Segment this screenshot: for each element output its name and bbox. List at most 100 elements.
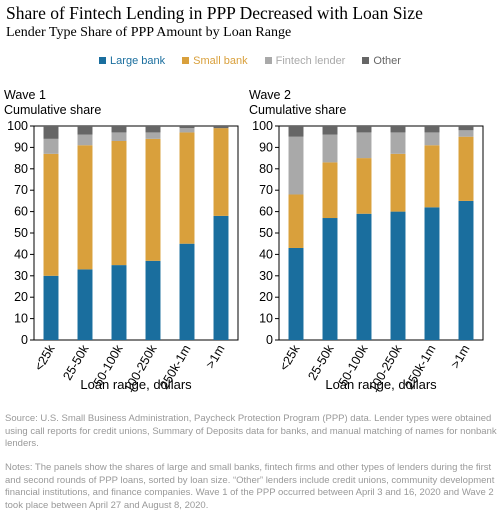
bar-large-bank-50-100k — [356, 213, 372, 340]
bar-small-bank-50-100k — [356, 158, 372, 214]
x-tick-label: <25k — [277, 342, 303, 373]
legend-item-other: Other — [362, 53, 401, 69]
bar-fintech-lender-50-100k — [356, 132, 372, 159]
bar-large-bank-25k — [43, 275, 59, 340]
y-tick-label: 20 — [259, 290, 273, 304]
panel-title: Wave 1 — [4, 88, 46, 102]
bar-other-25-50k — [322, 126, 338, 135]
source-note: Source: U.S. Small Business Administrati… — [5, 413, 497, 450]
bar-other-250k-1m — [179, 126, 195, 129]
x-tick-label: >1m — [203, 343, 227, 371]
x-axis-title: Loan range, dollars — [80, 377, 192, 392]
y-axis-label: Cumulative share — [4, 103, 102, 117]
legend-swatch — [264, 57, 272, 64]
bar-fintech-lender-250k-1m — [424, 132, 440, 146]
bar-fintech-lender-50-100k — [111, 132, 127, 141]
bar-large-bank-1m — [213, 215, 229, 340]
bar-fintech-lender-100-250k — [390, 132, 406, 154]
bar-small-bank-25-50k — [322, 162, 338, 219]
y-tick-label: 30 — [259, 269, 273, 283]
bar-large-bank-50-100k — [111, 265, 127, 340]
bar-small-bank-250k-1m — [424, 145, 440, 208]
bar-small-bank-1m — [213, 128, 229, 216]
legend-swatch — [182, 57, 190, 64]
bar-large-bank-25-50k — [322, 218, 338, 340]
bar-fintech-lender-100-250k — [145, 132, 161, 139]
bar-large-bank-25-50k — [77, 269, 93, 340]
y-tick-label: 80 — [259, 162, 273, 176]
bar-other-1m — [458, 126, 474, 131]
legend-label: Small bank — [193, 55, 248, 67]
x-tick-label: <25k — [32, 342, 58, 373]
plot-area — [278, 125, 484, 341]
legend-swatch — [362, 57, 370, 64]
bar-fintech-lender-1m — [458, 130, 474, 137]
y-tick-label: 30 — [14, 269, 28, 283]
y-tick-label: 100 — [252, 119, 273, 133]
y-tick-label: 20 — [14, 290, 28, 304]
y-tick-label: 90 — [259, 140, 273, 154]
x-tick-label: >1m — [448, 343, 472, 371]
legend-label: Fintech lender — [275, 55, 346, 67]
plot-area — [33, 125, 239, 341]
panel-title: Wave 2 — [249, 88, 291, 102]
y-tick-label: 40 — [259, 247, 273, 261]
legend-label: Other — [373, 55, 401, 67]
legend-label: Large bank — [110, 55, 166, 67]
bar-small-bank-25k — [43, 153, 59, 276]
bar-fintech-lender-25k — [288, 136, 304, 195]
legend-item-small-bank: Small bank — [182, 53, 248, 69]
y-tick-label: 50 — [14, 226, 28, 240]
bar-fintech-lender-25-50k — [77, 134, 93, 146]
bar-other-50-100k — [111, 126, 127, 133]
y-tick-label: 0 — [21, 333, 28, 347]
bar-large-bank-100-250k — [145, 260, 161, 340]
bar-small-bank-100-250k — [145, 138, 161, 261]
wave-1-panel: Wave 1 Cumulative share 0 10 20 30 40 50 60 70 8… — [4, 88, 242, 398]
y-tick-label: 0 — [266, 333, 273, 347]
bar-fintech-lender-25-50k — [322, 134, 338, 163]
bar-other-25-50k — [77, 126, 93, 135]
legend-item-fintech-lender: Fintech lender — [264, 53, 346, 69]
y-tick-label: 80 — [14, 162, 28, 176]
y-tick-label: 50 — [259, 226, 273, 240]
bar-other-25k — [43, 126, 59, 139]
bar-small-bank-250k-1m — [179, 132, 195, 244]
bar-large-bank-250k-1m — [424, 207, 440, 340]
bar-other-100-250k — [145, 126, 161, 133]
y-tick-label: 60 — [14, 205, 28, 219]
y-tick-label: 10 — [259, 312, 273, 326]
bar-other-250k-1m — [424, 126, 440, 133]
wave-2-panel: Wave 2 Cumulative share 0 10 20 30 40 50 60 70 8… — [249, 88, 487, 398]
bar-large-bank-25k — [288, 247, 304, 340]
legend: Large bank Small bank Fintech lender Oth… — [0, 53, 500, 69]
notes: Notes: The panels show the shares of lar… — [5, 462, 495, 511]
bar-other-1m — [213, 126, 229, 129]
y-tick-label: 40 — [14, 247, 28, 261]
chart-subtitle: Lender Type Share of PPP Amount by Loan … — [6, 25, 292, 40]
x-axis-title: Loan range, dollars — [325, 377, 437, 392]
bar-other-100-250k — [390, 126, 406, 133]
y-tick-label: 100 — [7, 119, 28, 133]
y-tick-label: 90 — [14, 140, 28, 154]
y-axis-label: Cumulative share — [249, 103, 347, 117]
y-tick-label: 10 — [14, 312, 28, 326]
legend-swatch — [99, 57, 107, 64]
bar-small-bank-50-100k — [111, 140, 127, 266]
bar-large-bank-1m — [458, 200, 474, 340]
y-tick-label: 60 — [259, 205, 273, 219]
bar-small-bank-25-50k — [77, 145, 93, 270]
legend-item-large-bank: Large bank — [99, 53, 165, 69]
bar-other-50-100k — [356, 126, 372, 133]
bar-large-bank-100-250k — [390, 211, 406, 340]
y-tick-label: 70 — [14, 183, 28, 197]
bar-other-25k — [288, 126, 304, 137]
bar-small-bank-1m — [458, 136, 474, 201]
bar-fintech-lender-25k — [43, 138, 59, 154]
bar-small-bank-25k — [288, 194, 304, 248]
bar-fintech-lender-250k-1m — [179, 128, 195, 133]
bar-small-bank-100-250k — [390, 153, 406, 212]
